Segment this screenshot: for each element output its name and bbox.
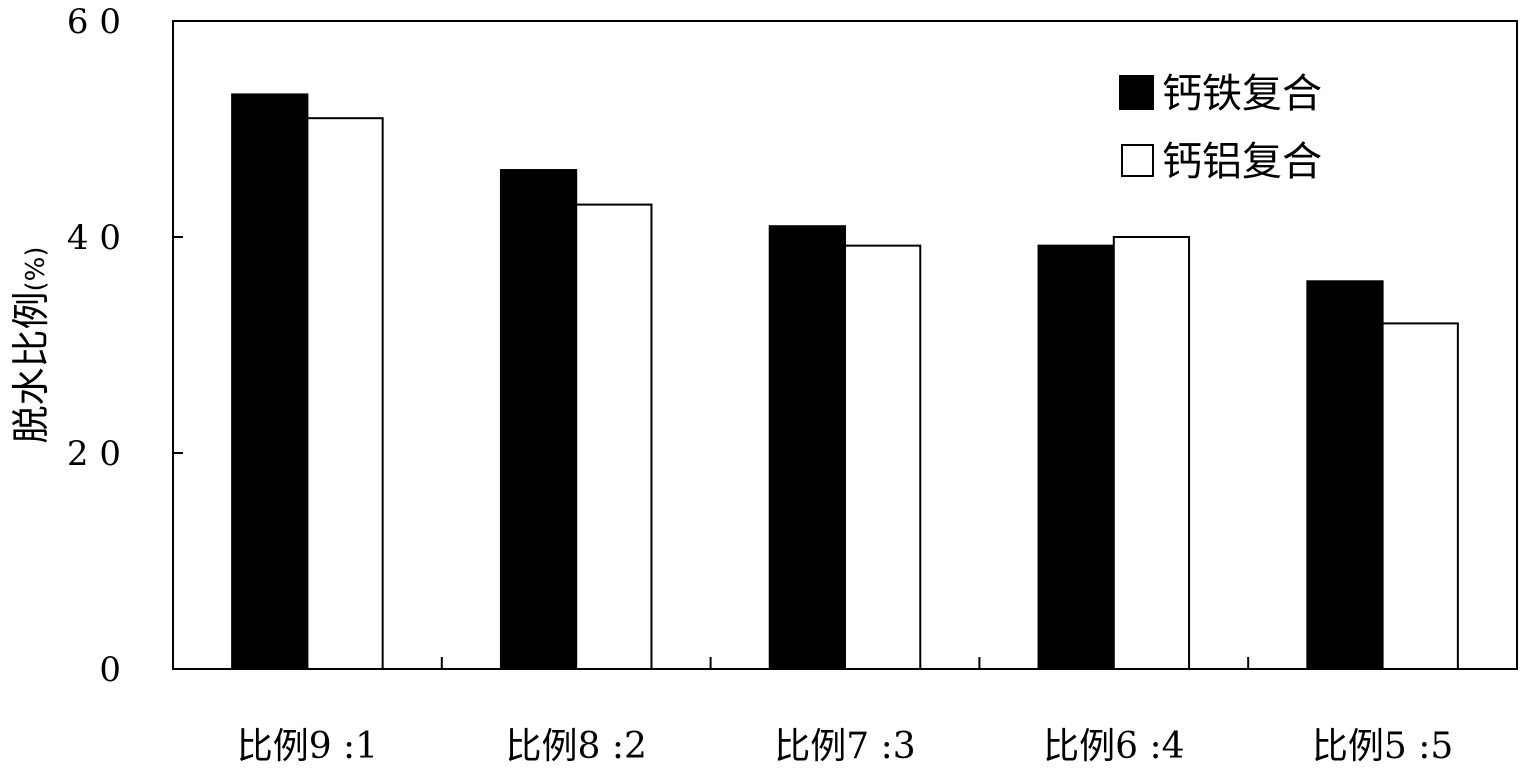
bar-series-2 <box>306 117 384 670</box>
legend-swatch-series-2 <box>1121 144 1154 177</box>
bar-series-1 <box>231 93 309 670</box>
y-tick-label: 6 0 <box>67 2 121 42</box>
bar-series-1 <box>768 225 847 670</box>
legend: 钙铁复合 钙铝复合 <box>1119 71 1322 185</box>
bar-series-2 <box>575 203 653 670</box>
x-axis: 比例9 :1 比例8 :2 比例7 :3 比例6 :4 比例5 :5 <box>237 657 1453 767</box>
legend-label-series-2: 钙铝复合 <box>1162 139 1322 185</box>
y-axis-title-unit: (%) <box>21 246 51 291</box>
y-tick-label: 0 <box>99 650 121 690</box>
legend-swatch-series-1 <box>1119 75 1154 110</box>
x-category-label: 比例9 :1 <box>237 726 378 767</box>
bar-series-1 <box>1037 244 1115 670</box>
y-axis-title-main: 脱水比例 <box>9 291 53 443</box>
x-category-label: 比例8 :2 <box>506 726 647 767</box>
y-tick-label: 2 0 <box>67 434 121 474</box>
bar-series-2 <box>1112 236 1191 670</box>
bars <box>231 93 1459 670</box>
y-tick-label: 4 0 <box>67 218 121 258</box>
y-axis-title: 脱水比例(%) <box>9 246 53 443</box>
x-category-label: 比例5 :5 <box>1312 726 1453 767</box>
bar-series-2 <box>1381 322 1459 670</box>
x-category-label: 比例6 :4 <box>1043 726 1184 767</box>
bar-series-1 <box>1306 280 1384 670</box>
bar-series-2 <box>844 244 922 670</box>
x-category-label: 比例7 :3 <box>774 726 915 767</box>
legend-label-series-1: 钙铁复合 <box>1162 71 1322 117</box>
y-axis: 0 2 0 4 0 6 0 <box>67 2 183 690</box>
bar-series-1 <box>499 169 578 670</box>
